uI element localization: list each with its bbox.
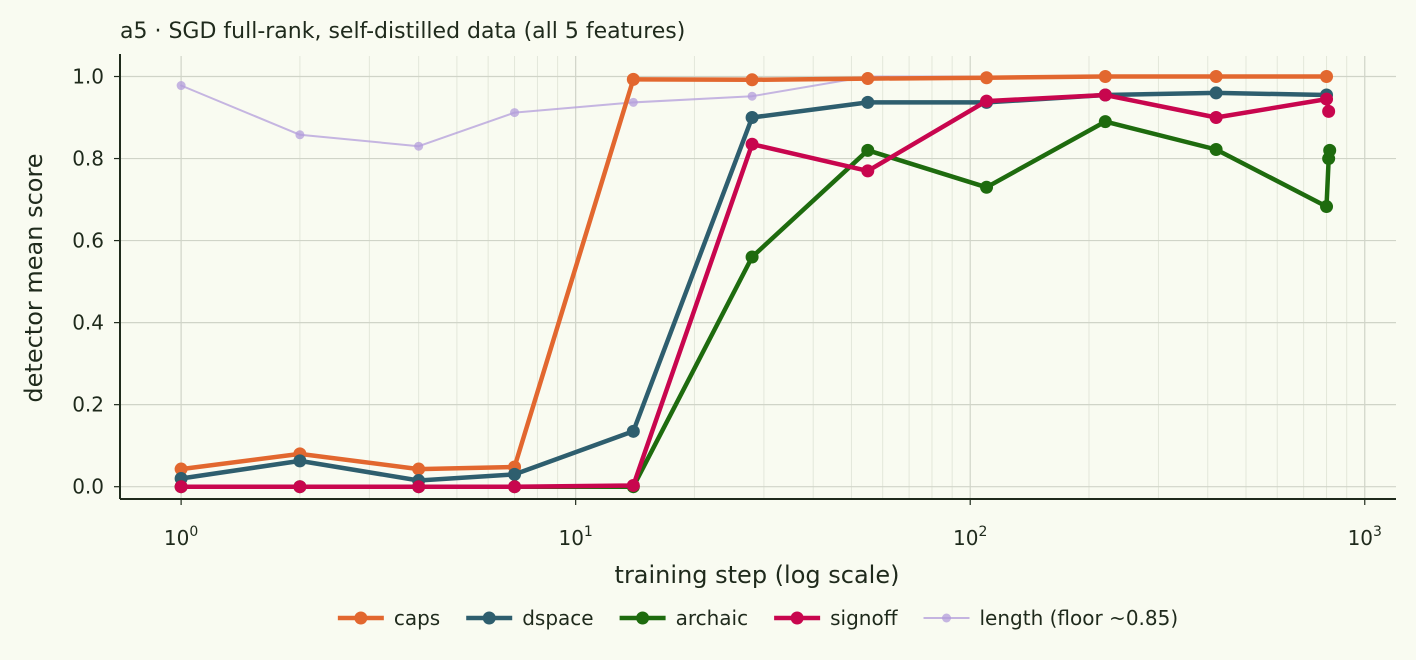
data-point-dspace	[626, 424, 640, 438]
legend-item-caps: caps	[337, 606, 440, 630]
legend-marker	[354, 611, 368, 625]
data-point-caps	[1209, 70, 1223, 84]
data-point-archaic	[861, 143, 875, 157]
data-point-caps	[412, 462, 426, 476]
series-signoff	[174, 88, 1336, 494]
data-point-signoff	[980, 94, 994, 108]
data-point-dspace	[1209, 86, 1223, 100]
y-tick-label: 1.0	[72, 65, 104, 89]
data-point-signoff	[412, 480, 426, 494]
legend-label: dspace	[522, 606, 593, 630]
data-point-signoff	[626, 478, 640, 492]
data-point-caps	[980, 71, 994, 85]
legend-item-dspace: dspace	[466, 606, 594, 630]
series-layer	[174, 70, 1337, 494]
legend-marker	[636, 611, 650, 625]
axes: 100 101 102 103 0.0 0.2 0.4 0.6 0.8 1.0	[72, 54, 1396, 550]
data-point-caps	[174, 462, 188, 476]
x-tick-label: 100	[164, 524, 198, 550]
data-point-archaic	[1323, 143, 1337, 157]
legend: caps dspace archaic signoff length (floor ~0…	[337, 606, 1179, 630]
y-tick-label: 0.8	[72, 147, 104, 171]
legend-item-length: length (floor ~0.85)	[923, 606, 1179, 630]
series-line-dspace	[178, 90, 1329, 483]
series-line-archaic	[178, 119, 1332, 489]
y-tick-label: 0.0	[72, 475, 104, 499]
legend-label: caps	[394, 606, 440, 630]
x-tick-label: 101	[558, 524, 592, 550]
data-point-length	[295, 130, 305, 140]
legend-label: length (floor ~0.85)	[980, 606, 1179, 630]
data-point-dspace	[861, 95, 875, 109]
x-tick-label: 102	[953, 524, 987, 550]
data-point-signoff	[508, 480, 522, 494]
data-point-archaic	[1320, 200, 1334, 214]
x-axis-label: training step (log scale)	[615, 561, 900, 589]
data-point-length	[747, 91, 757, 101]
data-point-length	[510, 108, 520, 118]
data-point-caps	[745, 73, 759, 87]
data-point-signoff	[1322, 104, 1336, 118]
data-point-length	[414, 141, 424, 151]
grid	[120, 56, 1396, 499]
data-point-dspace	[745, 111, 759, 125]
data-point-caps	[626, 72, 640, 86]
series-caps	[174, 70, 1334, 476]
y-tick-label: 0.4	[72, 311, 104, 335]
data-point-signoff	[1209, 111, 1223, 125]
data-point-length	[176, 81, 186, 91]
legend-label: archaic	[676, 606, 749, 630]
legend-item-archaic: archaic	[619, 606, 749, 630]
y-axis-label: detector mean score	[20, 153, 48, 402]
data-point-signoff	[861, 164, 875, 178]
legend-item-signoff: signoff	[774, 606, 899, 630]
data-point-archaic	[745, 250, 759, 264]
data-point-archaic	[980, 180, 994, 194]
data-point-signoff	[174, 480, 188, 494]
data-point-caps	[1320, 70, 1334, 84]
data-point-caps	[1098, 70, 1112, 84]
data-point-archaic	[1098, 115, 1112, 129]
legend-marker	[942, 613, 951, 623]
series-archaic	[174, 115, 1337, 494]
data-point-signoff	[1098, 88, 1112, 102]
data-point-caps	[861, 72, 875, 86]
chart-title: a5 · SGD full-rank, self-distilled data …	[120, 19, 685, 44]
data-point-length	[628, 97, 638, 107]
series-line-signoff	[178, 92, 1331, 489]
legend-label: signoff	[830, 606, 899, 630]
y-tick-label: 0.2	[72, 393, 104, 417]
data-point-dspace	[508, 467, 522, 481]
legend-marker	[482, 611, 496, 625]
data-point-signoff	[1320, 92, 1334, 106]
data-point-signoff	[745, 137, 759, 151]
x-tick-label: 103	[1348, 524, 1382, 550]
data-point-dspace	[293, 454, 307, 468]
data-point-archaic	[1209, 143, 1223, 157]
y-tick-label: 0.6	[72, 229, 104, 253]
legend-marker	[790, 611, 804, 625]
data-point-signoff	[293, 480, 307, 494]
